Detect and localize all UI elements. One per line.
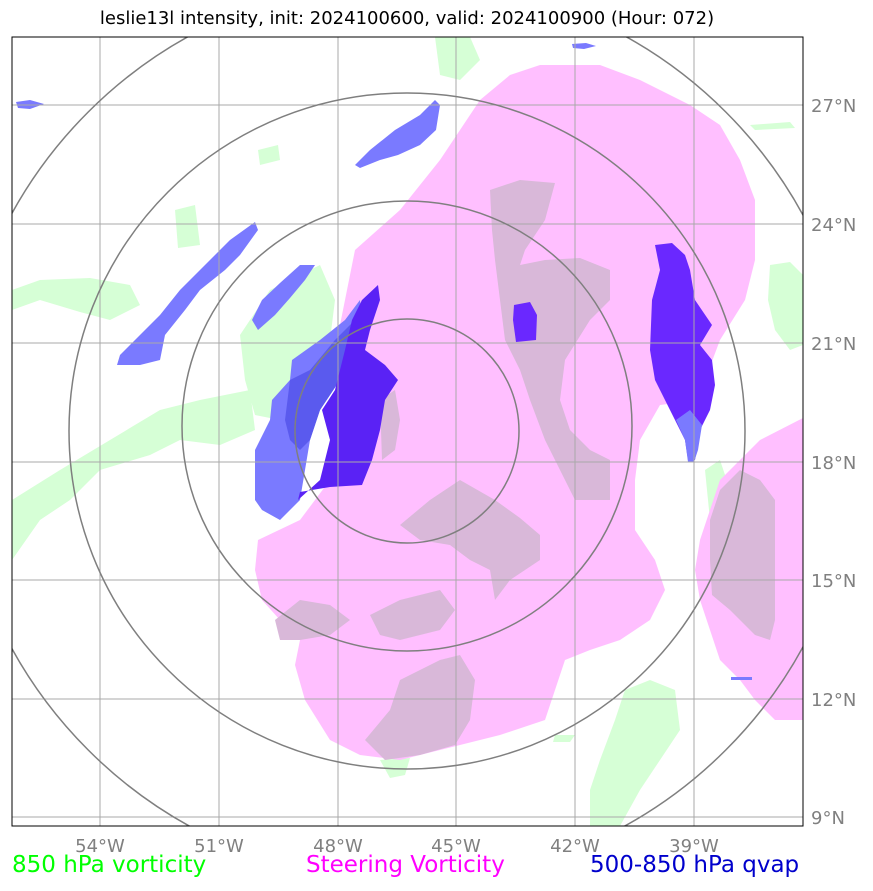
gridlines bbox=[12, 37, 803, 826]
lon-tick-label: 51°W bbox=[194, 836, 244, 857]
vort850-area bbox=[435, 37, 480, 80]
lon-tick-labels: 54°W 51°W 48°W 45°W 42°W 39°W bbox=[75, 836, 719, 857]
vort850-area bbox=[553, 735, 575, 742]
qvap-area bbox=[513, 302, 537, 342]
vort850-area bbox=[12, 390, 255, 560]
vort850-area bbox=[590, 680, 680, 826]
qvap-area bbox=[355, 100, 440, 168]
lat-tick-label: 18°N bbox=[811, 453, 856, 474]
qvap-area bbox=[252, 265, 315, 330]
qvap-area bbox=[572, 43, 596, 49]
qvap-area bbox=[650, 243, 715, 460]
lon-tick-label: 54°W bbox=[75, 836, 125, 857]
qvap-area bbox=[731, 677, 752, 680]
lat-tick-label: 9°N bbox=[811, 808, 845, 829]
qvap-area bbox=[117, 222, 258, 365]
vort850-area bbox=[380, 758, 410, 778]
steering-layer bbox=[255, 65, 803, 760]
vort850-area bbox=[12, 278, 140, 320]
range-ring bbox=[294, 318, 520, 544]
steering-core bbox=[400, 480, 540, 600]
lat-tick-label: 24°N bbox=[811, 215, 856, 236]
lat-tick-label: 27°N bbox=[811, 96, 856, 117]
range-rings bbox=[12, 37, 803, 826]
lat-tick-labels: 27°N 24°N 21°N 18°N 15°N 12°N 9°N bbox=[811, 96, 856, 829]
legend-qvap: 500-850 hPa qvap bbox=[590, 852, 800, 878]
range-ring bbox=[181, 200, 633, 652]
steering-area bbox=[255, 65, 755, 760]
steering-core bbox=[380, 390, 400, 460]
qvap-area bbox=[298, 285, 398, 500]
lon-tick-label: 42°W bbox=[550, 836, 600, 857]
steering-core bbox=[490, 180, 610, 500]
map-frame bbox=[11, 36, 804, 827]
legend-steering-vorticity: Steering Vorticity bbox=[306, 852, 505, 878]
vort850-area bbox=[750, 122, 795, 130]
steering-core bbox=[275, 600, 350, 640]
vort850-area bbox=[258, 145, 280, 165]
map-content bbox=[12, 37, 803, 826]
steering-core bbox=[710, 470, 775, 640]
lat-tick-label: 12°N bbox=[811, 690, 856, 711]
lon-tick-label: 39°W bbox=[669, 836, 719, 857]
lat-tick-label: 21°N bbox=[811, 334, 856, 355]
vort850-area bbox=[175, 205, 200, 248]
lat-tick-label: 15°N bbox=[811, 571, 856, 592]
vort850-area bbox=[768, 262, 803, 350]
qvap-area bbox=[676, 410, 702, 462]
lon-tick-label: 48°W bbox=[313, 836, 363, 857]
steering-core bbox=[370, 590, 455, 640]
map-title: leslie13l intensity, init: 2024100600, v… bbox=[99, 8, 715, 29]
legend-850-vorticity: 850 hPa vorticity bbox=[12, 852, 207, 878]
steering-core bbox=[365, 655, 475, 760]
lon-tick-label: 45°W bbox=[431, 836, 481, 857]
range-ring bbox=[68, 92, 746, 770]
